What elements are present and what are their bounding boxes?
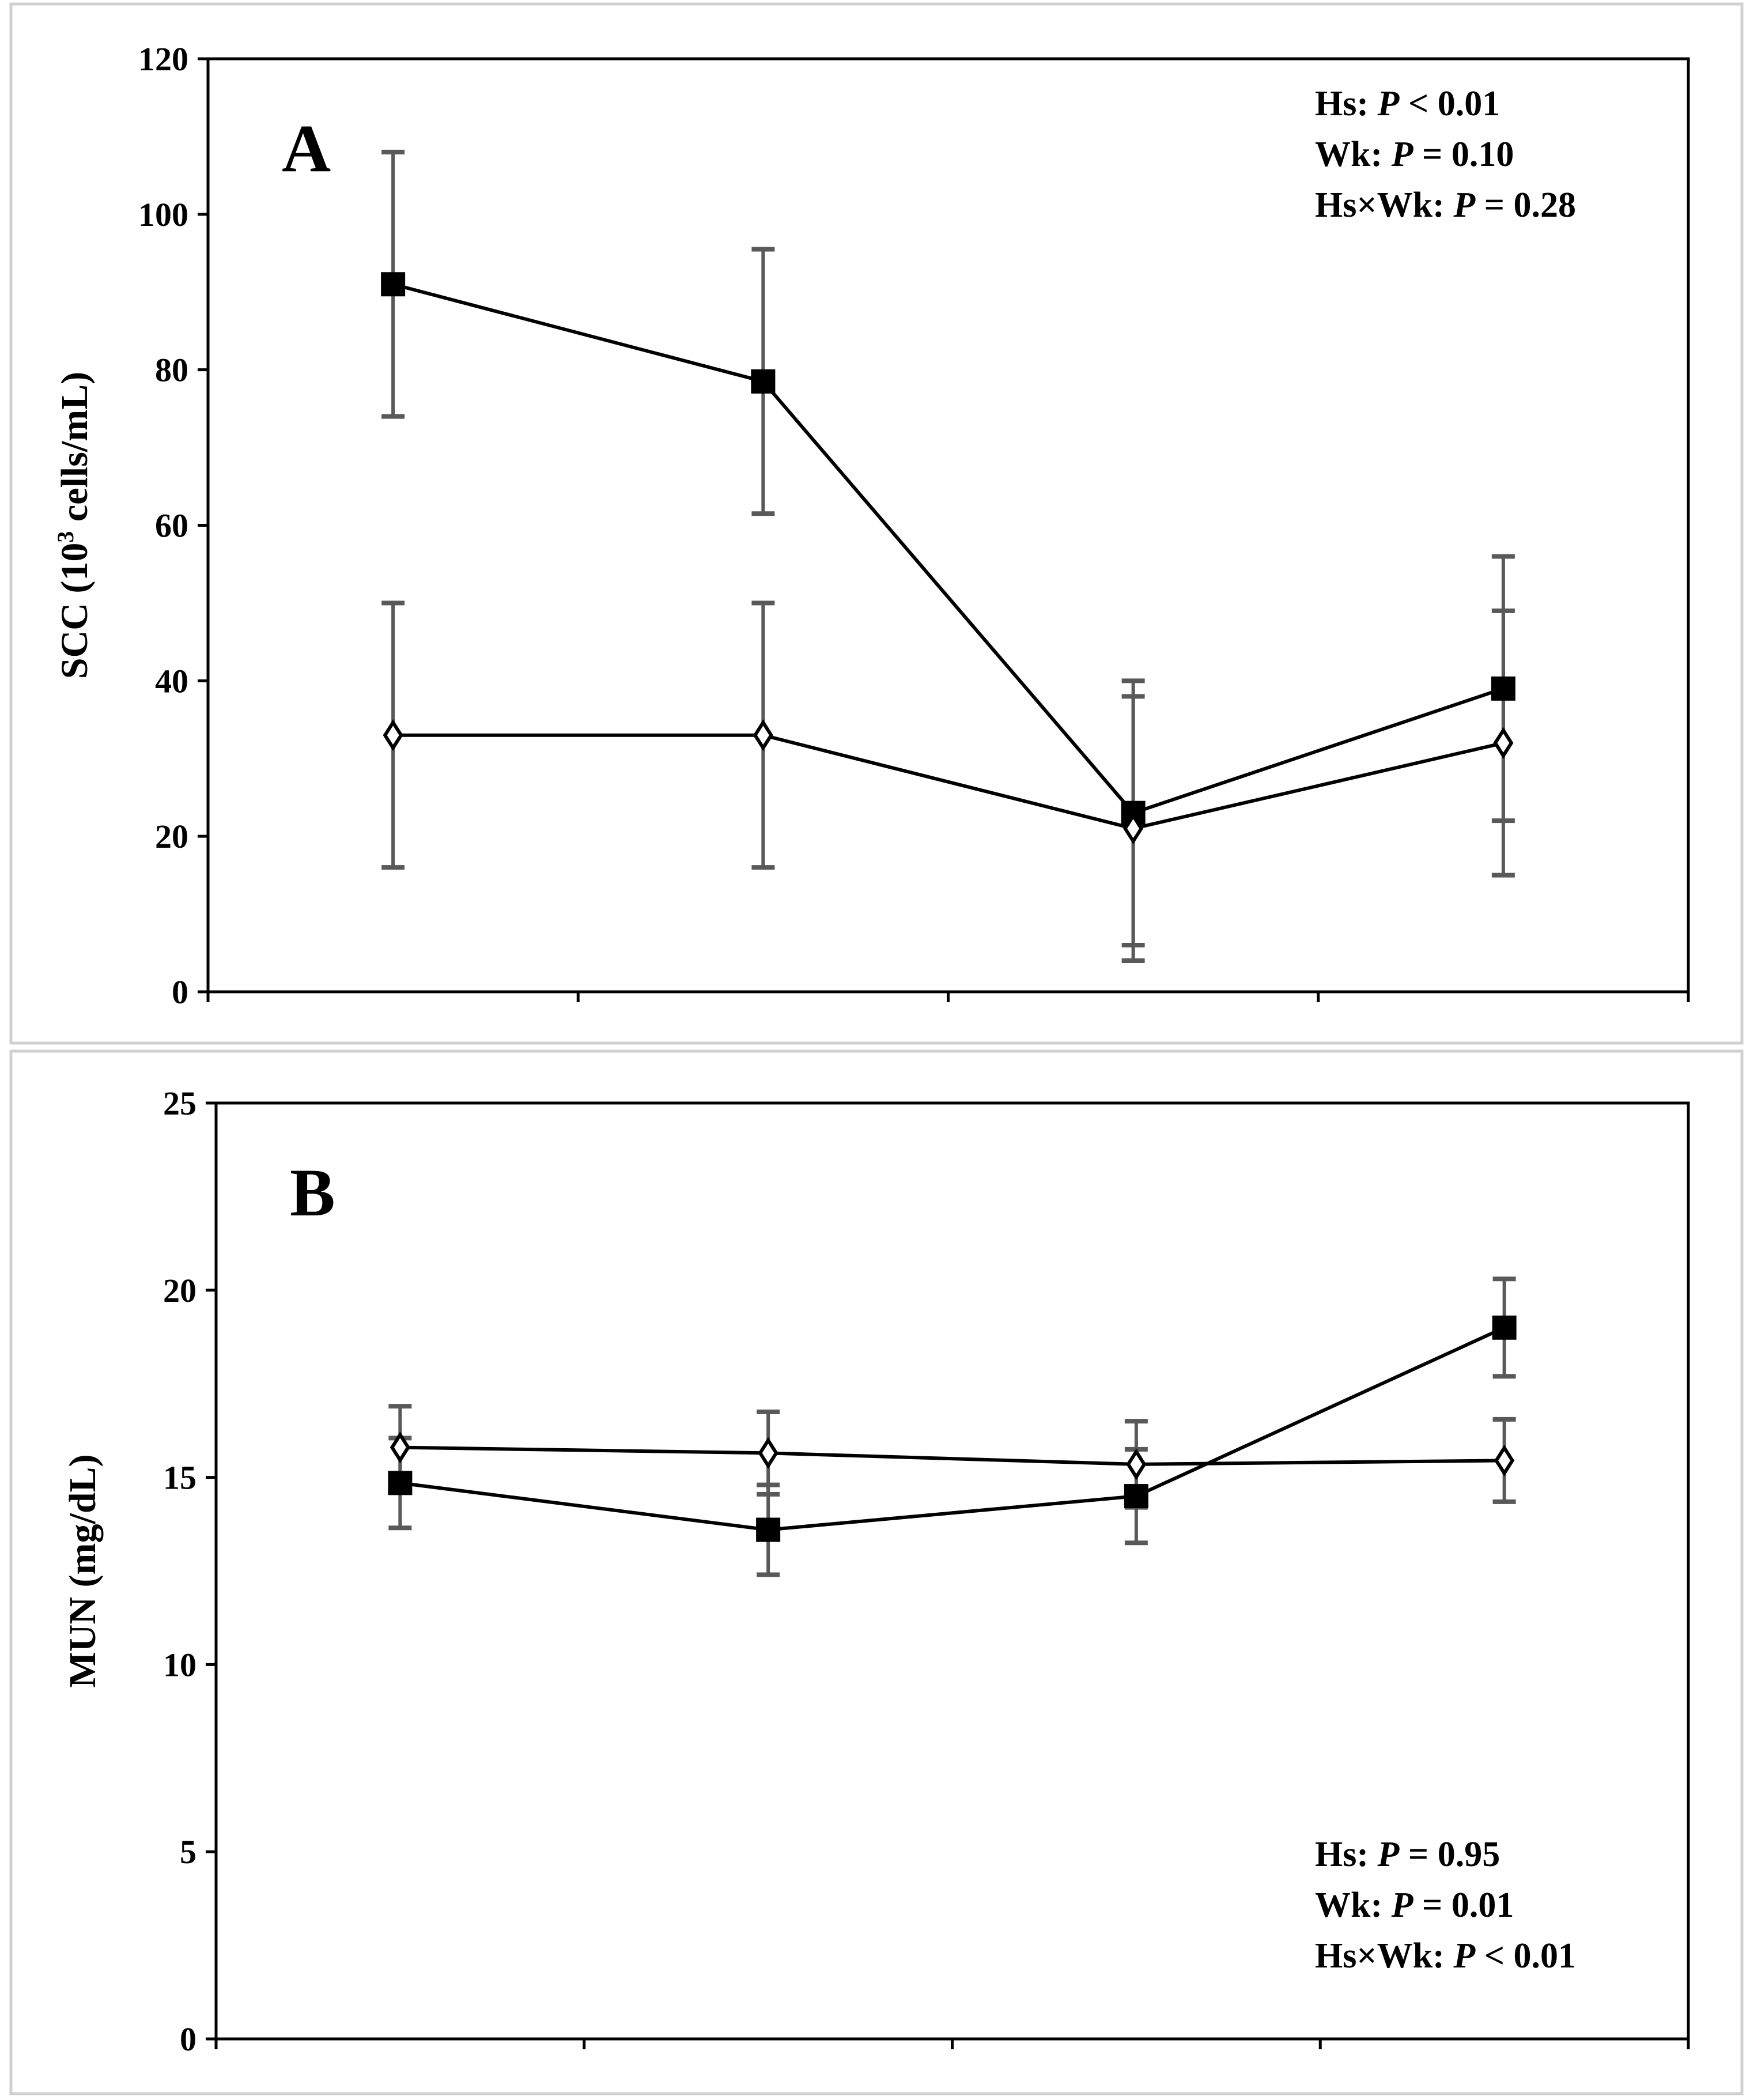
panel-label: A	[282, 111, 331, 186]
data-point-diamond	[383, 719, 403, 751]
data-point-diamond	[390, 1432, 410, 1464]
y-tick-label: 0	[180, 2020, 196, 2058]
stats-annotation: Hs×Wk: P = 0.28	[1315, 186, 1576, 225]
data-point-square	[756, 1517, 781, 1542]
y-tick-label: 5	[180, 1833, 196, 1871]
stats-annotation: Hs: P < 0.01	[1315, 84, 1500, 123]
stats-term: Wk:	[1315, 1886, 1392, 1925]
stats-value: < 0.01	[1475, 1936, 1576, 1976]
y-axis-label-text: MUN (mg/dL)	[62, 1454, 104, 1687]
stats-p: P	[1377, 84, 1400, 123]
y-tick-label: 100	[138, 196, 188, 233]
data-point-square	[1492, 1315, 1517, 1340]
stats-term: Hs×Wk:	[1315, 1936, 1453, 1976]
stats-p: P	[1453, 1936, 1476, 1976]
y-tick-label: 10	[163, 1646, 196, 1683]
stats-value: = 0.01	[1413, 1886, 1514, 1925]
data-point-diamond	[758, 1437, 778, 1469]
y-axis-label-text: cells/mL)	[54, 372, 96, 531]
y-axis-label: SCC (103 cells/mL)	[52, 372, 96, 679]
stats-value: = 0.95	[1399, 1835, 1500, 1874]
stats-term: Wk:	[1315, 135, 1392, 174]
stats-term: Hs:	[1315, 1835, 1378, 1874]
stats-annotation: Wk: P = 0.10	[1315, 135, 1514, 174]
panel-a: 0 20 40 60 80 100 120 SCC (103 cells/mL) A Hs: P …	[9, 2, 1744, 1045]
stats-term: Hs:	[1315, 84, 1378, 123]
panel-b: 0 5 10 15 20 25 MUN (mg/dL) B Hs: P = 0.95 Wk: P …	[9, 1049, 1744, 2095]
data-point-diamond	[1493, 727, 1514, 759]
data-point-square	[388, 1471, 413, 1495]
panel-label: B	[290, 1155, 335, 1230]
stats-p: P	[1453, 186, 1476, 225]
data-point-diamond	[1123, 813, 1144, 845]
stats-value: = 0.10	[1413, 135, 1514, 174]
y-tick-label: 120	[138, 40, 188, 78]
y-axis-label: MUN (mg/dL)	[62, 1454, 104, 1687]
data-point-square	[1124, 1484, 1148, 1509]
stats-p: P	[1377, 1835, 1400, 1874]
data-point-diamond	[1494, 1444, 1515, 1476]
series-line-filled-square	[399, 1326, 1505, 1532]
stats-p: P	[1391, 1886, 1414, 1925]
stats-p: P	[1391, 135, 1414, 174]
data-point-diamond	[753, 719, 773, 751]
y-tick-label: 20	[155, 818, 188, 855]
stats-value: = 0.28	[1475, 186, 1576, 225]
stats-term: Hs×Wk:	[1315, 186, 1453, 225]
stats-annotation: Wk: P = 0.01	[1315, 1886, 1514, 1925]
series-line-open-diamond	[393, 733, 1504, 830]
panel-frame	[9, 2, 1744, 1045]
y-tick-label: 15	[163, 1459, 196, 1497]
series-line-filled-square	[392, 282, 1504, 815]
data-point-square	[751, 369, 776, 394]
series-line-open-diamond	[400, 1445, 1505, 1466]
data-point-diamond	[1126, 1448, 1147, 1480]
y-tick-label: 40	[155, 662, 188, 700]
data-point-square	[1491, 676, 1515, 701]
y-tick-label: 20	[163, 1272, 196, 1309]
y-axis-label-text: SCC (10	[54, 543, 96, 679]
data-point-square	[381, 272, 406, 297]
stats-value: < 0.01	[1399, 84, 1500, 123]
y-axis-label-superscript: 3	[52, 531, 78, 543]
y-tick-label: 80	[155, 352, 188, 389]
stats-annotation: Hs×Wk: P < 0.01	[1315, 1936, 1576, 1976]
y-tick-label: 60	[155, 507, 188, 545]
y-tick-label: 0	[172, 973, 188, 1011]
panel-frame	[9, 1049, 1744, 2095]
stats-annotation: Hs: P = 0.95	[1315, 1835, 1500, 1874]
y-tick-label: 25	[163, 1085, 196, 1122]
